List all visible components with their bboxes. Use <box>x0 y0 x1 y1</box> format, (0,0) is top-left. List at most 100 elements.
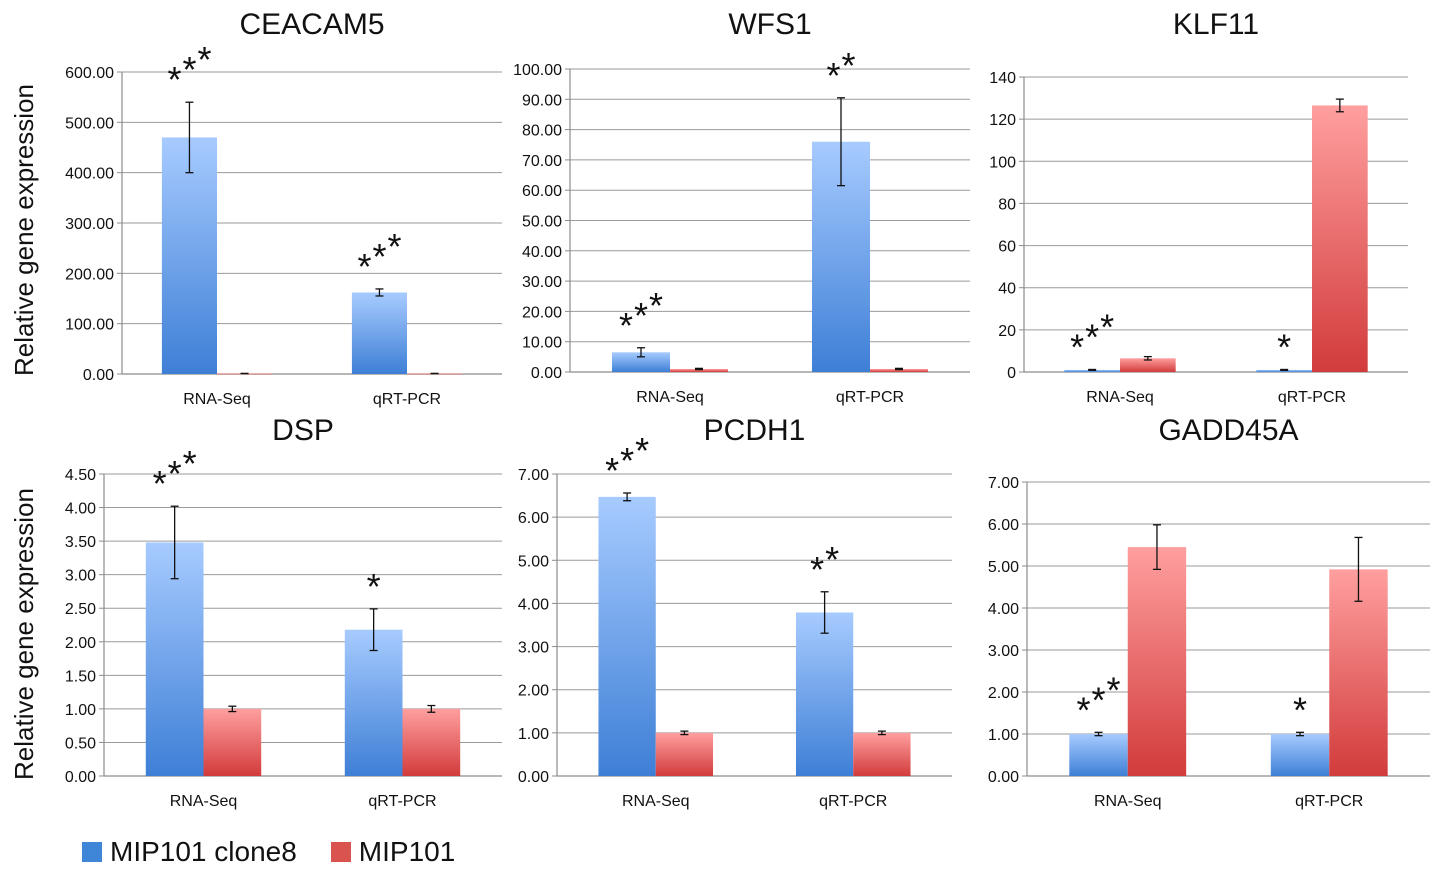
significance-star: * <box>1107 669 1121 710</box>
significance-stars: * * * <box>357 226 401 287</box>
y-tick-label: 2.00 <box>518 683 549 700</box>
y-tick-label: 3.00 <box>988 643 1019 660</box>
significance-star: * <box>1085 316 1099 357</box>
y-tick-label: 40 <box>998 281 1016 298</box>
y-tick-label: 10.00 <box>522 335 562 352</box>
chart-title: CEACAM5 <box>239 8 384 41</box>
y-tick-label: 3.50 <box>65 534 96 551</box>
significance-star: * <box>167 59 181 100</box>
y-tick-label: 600.00 <box>65 65 114 82</box>
y-tick-label: 0.00 <box>518 769 549 786</box>
significance-star: * <box>1100 306 1114 347</box>
bar <box>795 612 854 776</box>
bar <box>670 368 728 372</box>
bar <box>612 352 670 372</box>
significance-star: * <box>1293 689 1307 730</box>
y-tick-label: 0.00 <box>65 769 96 786</box>
y-tick-label: 1.00 <box>988 727 1019 744</box>
y-tick-label: 0.00 <box>531 365 562 382</box>
y-tick-label: 0.50 <box>65 735 96 752</box>
significance-star: * <box>367 566 381 607</box>
y-tick-label: 400.00 <box>65 166 114 183</box>
bar <box>145 542 204 776</box>
significance-star: * <box>1092 679 1106 720</box>
significance-stars: * * * <box>153 443 197 504</box>
y-tick-label: 300.00 <box>65 216 114 233</box>
legend: MIP101 clone8 MIP101 <box>82 836 489 868</box>
significance-star: * <box>1277 326 1291 367</box>
chart-title: GADD45A <box>1158 414 1298 447</box>
y-tick-label: 60.00 <box>522 183 562 200</box>
x-category-label: qRT-PCR <box>1278 389 1346 406</box>
y-tick-label: 0.00 <box>988 769 1019 786</box>
y-tick-label: 40.00 <box>522 244 562 261</box>
y-tick-label: 4.00 <box>65 501 96 518</box>
y-tick-label: 70.00 <box>522 153 562 170</box>
significance-star: * <box>183 443 197 484</box>
y-tick-label: 200.00 <box>65 266 114 283</box>
bar <box>1329 569 1388 776</box>
x-category-label: RNA-Seq <box>1086 389 1154 406</box>
significance-stars: * * * <box>1077 669 1121 730</box>
bar <box>1312 105 1368 373</box>
chart-3: 0.00 0.50 1.00 1.50 2.00 2.50 3.00 3.50 4.00 4.50… <box>65 414 502 810</box>
x-category-label: RNA-Seq <box>183 391 251 408</box>
y-tick-label: 1.00 <box>65 702 96 719</box>
significance-star: * <box>826 55 840 96</box>
bar <box>870 368 928 372</box>
x-category-label: qRT-PCR <box>819 793 887 810</box>
y-tick-label: 60 <box>998 239 1016 256</box>
chart-title: KLF11 <box>1173 8 1259 41</box>
significance-star: * <box>357 246 371 287</box>
significance-stars: * * * <box>619 285 663 346</box>
chart-0: 0.00 100.00 200.00 300.00 400.00 500.00 600.00… <box>65 8 502 408</box>
bar <box>1127 547 1187 776</box>
bar <box>1069 734 1128 776</box>
legend-item-mip101: MIP101 <box>330 836 455 868</box>
chart-title: PCDH1 <box>704 414 806 447</box>
significance-star: * <box>387 226 401 267</box>
y-tick-label: 1.00 <box>518 726 549 743</box>
legend-label-clone8: MIP101 clone8 <box>110 836 297 867</box>
y-tick-label: 7.00 <box>988 475 1019 492</box>
significance-stars: * * * <box>1070 306 1114 367</box>
y-tick-label: 1.50 <box>65 668 96 685</box>
charts-group: 0.00100.00200.00300.00400.00500.00600.00… <box>65 8 1430 810</box>
y-tick-label: 6.00 <box>988 517 1019 534</box>
y-tick-label: 4.00 <box>518 596 549 613</box>
significance-star: * <box>168 453 182 494</box>
y-tick-label: 80.00 <box>522 123 562 140</box>
significance-stars: * * <box>826 45 855 96</box>
x-category-label: RNA-Seq <box>622 793 690 810</box>
y-axis-label-top: Relative gene expression <box>9 84 39 376</box>
chart-1: 0.00 10.00 20.00 30.00 40.00 50.00 60.00 70.00 8… <box>513 8 970 406</box>
significance-star: * <box>372 236 386 277</box>
significance-star: * <box>635 430 649 471</box>
significance-star: * <box>649 285 663 326</box>
y-tick-label: 20.00 <box>522 304 562 321</box>
significance-stars: * * <box>810 539 839 590</box>
y-tick-label: 80 <box>998 196 1016 213</box>
y-tick-label: 100.00 <box>65 317 114 334</box>
bar <box>655 732 714 776</box>
significance-star: * <box>619 305 633 346</box>
bar <box>402 708 461 776</box>
legend-swatch-mip101 <box>330 842 351 862</box>
y-tick-label: 140 <box>989 70 1016 87</box>
significance-star: * <box>1077 689 1091 730</box>
y-tick-label: 2.00 <box>65 635 96 652</box>
y-tick-label: 0.00 <box>83 367 114 384</box>
bar <box>1120 358 1176 372</box>
significance-star: * <box>825 539 839 580</box>
y-tick-label: 50.00 <box>522 214 562 231</box>
legend-item-clone8: MIP101 clone8 <box>82 836 297 868</box>
bar <box>161 137 217 374</box>
y-tick-label: 20 <box>998 323 1016 340</box>
y-tick-label: 0 <box>1007 365 1016 382</box>
significance-star: * <box>182 49 196 90</box>
legend-swatch-clone8 <box>82 842 102 862</box>
y-tick-label: 120 <box>989 112 1016 129</box>
chart-5: 0.00 1.00 2.00 3.00 4.00 5.00 6.00 7.00 GADD45A R… <box>988 414 1430 810</box>
